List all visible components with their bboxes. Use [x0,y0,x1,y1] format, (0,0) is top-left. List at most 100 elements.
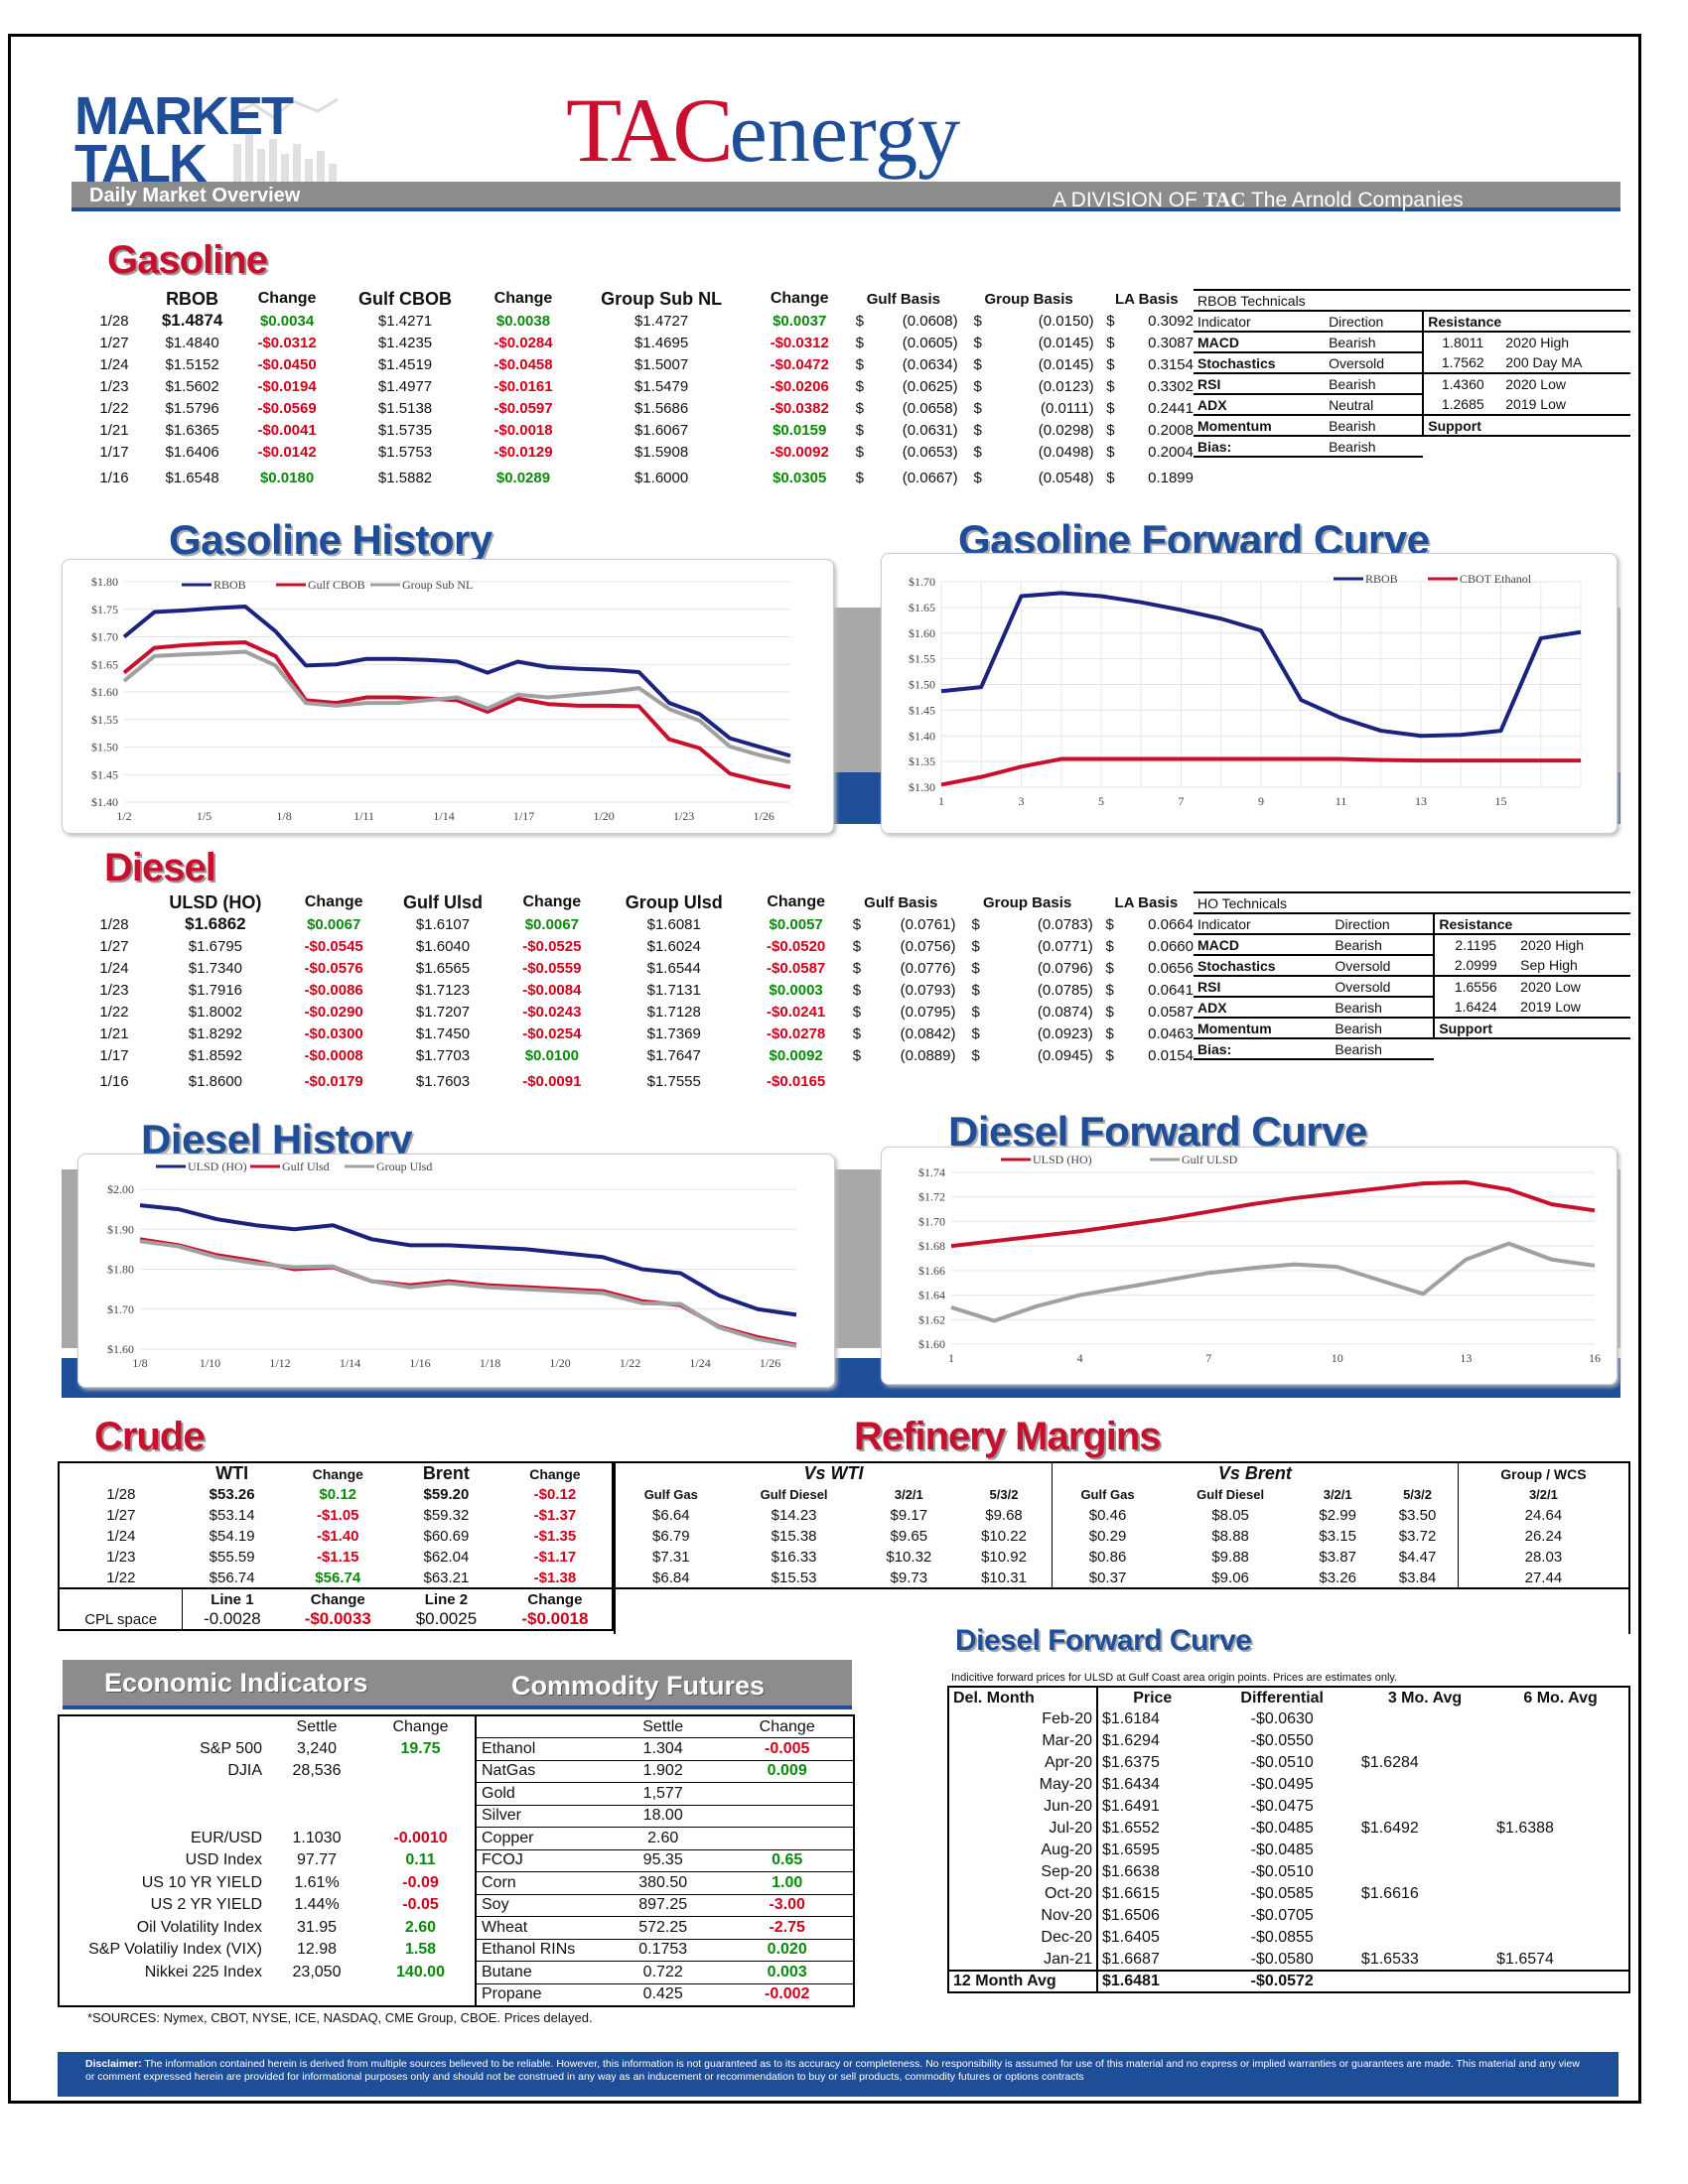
table-cell: Resistance [1433,912,1630,935]
spacer-row [615,1587,1629,1634]
table-cell: -$0.0597 [493,399,553,417]
table-cell: (0.0123) [1038,377,1094,395]
table-row: Feb-20 $1.6184 -$0.0630 [948,1708,1629,1730]
diesel-technicals-table: HO Technicals Indicator Direction Resistanc… [1194,891,1630,1060]
table-cell: $62.04 [423,1549,470,1566]
table-cell: MACD [1194,331,1326,352]
table-cell: $0.12 [319,1486,357,1503]
table-cell: (0.0776) [900,959,956,977]
table-cell: Aug-20 [948,1840,1098,1861]
table-cell: -$0.0241 [767,1003,826,1021]
table-cell: 897.25 [605,1893,722,1917]
table-cell: Copper [475,1827,605,1849]
table-cell: ADX [1194,393,1326,415]
table-cell: 1.61% [294,1873,340,1891]
table-cell: -$1.38 [533,1569,577,1586]
table-cell: -$0.0458 [493,355,553,373]
sources-note: *SOURCES: Nymex, CBOT, NYSE, ICE, NASDAQ… [87,2010,593,2025]
table-cell: 572.25 [605,1916,722,1939]
table-cell: -$0.0278 [767,1024,826,1042]
table-cell: $1.6294 [1102,1732,1160,1749]
table-cell: $1.7123 [415,981,471,999]
table-cell: (0.0785) [1037,981,1093,999]
table-row: Sep-20 $1.6638 -$0.0510 [948,1861,1629,1883]
table-cell: $1.6040 [415,937,471,955]
x-tick-label: 1/2 [116,809,131,823]
legend-label: Group Sub NL [402,578,473,592]
table-cell: -$1.37 [533,1507,577,1524]
table-cell: $1.5908 [633,443,689,461]
dfc-note: Indicitive forward prices for ULSD at Gu… [951,1672,1398,1684]
table-cell: Mar-20 [948,1730,1098,1752]
table-cell: $1.6388 [1496,1820,1554,1837]
energy-word: energy [729,84,961,180]
table-cell: -0.005 [721,1737,854,1760]
table-cell: $16.33 [771,1549,817,1566]
econ-title: Economic Indicators [104,1668,368,1698]
table-cell: $ [1105,915,1114,933]
table-cell: $ [973,469,982,486]
column-header: Change [392,1717,449,1735]
table-cell: 1.1030 [292,1829,342,1846]
table-cell: $3.50 [1377,1505,1459,1526]
table-row: Mar-20 $1.6294 -$0.0550 [948,1730,1629,1752]
page-frame [8,34,1641,2104]
column-header: Group Ulsd [625,891,723,912]
table-cell: $0.0025 [415,1609,478,1628]
table-row: Momentum Bearish Support [1194,1017,1630,1039]
legend-label: Gulf ULSD [1182,1153,1238,1166]
table-cell [1357,1840,1492,1861]
table-row: DJIA 28,536 NatGas 1.902 0.009 [59,1759,854,1783]
table-cell: -$0.0572 [1206,1970,1357,1992]
table-cell: $4.47 [1377,1547,1459,1568]
dfc-table: Del. Month Price Differential 3 Mo. Avg 6 Mo… [947,1686,1630,1993]
table-cell: $1.6107 [415,915,471,933]
table-cell [267,1983,366,2006]
table-row: Bias: Bearish [1194,1037,1630,1060]
column-header: Change [281,1587,395,1609]
y-tick-label: $1.90 [107,1222,134,1236]
x-tick-label: 1/23 [673,809,694,823]
table-cell: $1.5686 [633,399,689,417]
x-tick-label: 3 [1019,794,1025,808]
y-tick-label: $1.55 [91,713,118,727]
y-tick-label: $1.74 [918,1165,945,1179]
table-cell: $9.17 [890,1507,928,1524]
column-header: Change [312,1465,363,1482]
column-header: LA Basis [1115,290,1179,308]
table-row: Propane 0.425 -0.002 [59,1982,854,2006]
vs-brent-header: Vs Brent [1052,1462,1459,1484]
table-cell: -$0.0129 [493,443,553,461]
table-cell: $7.31 [652,1549,690,1566]
table-cell: $1.4519 [377,355,433,373]
table-cell: Corn [475,1871,605,1894]
table-cell: Nov-20 [948,1905,1098,1927]
table-cell: 0.020 [721,1938,854,1962]
table-cell: $ [973,334,982,351]
table-cell: 1/23 [99,377,129,395]
table-cell: USD Index [185,1851,262,1869]
table-cell: -$0.0161 [493,377,553,395]
tac-energy-logo: TACenergy [566,77,960,187]
column-header: Differential [1240,1689,1324,1706]
column-header: Change [767,893,825,910]
x-tick-label: 5 [1098,794,1104,808]
table-cell: -$0.0018 [521,1609,589,1628]
table-cell: $ [971,981,980,999]
column-header: Gulf Basis [864,893,938,911]
table-cell: 1/28 [99,915,129,933]
table-cell: $1.4840 [165,334,219,351]
table-cell: (0.0625) [902,377,958,395]
table-cell [1357,1927,1492,1949]
table-cell [1357,1730,1492,1752]
table-cell: Bearish [1331,1037,1435,1060]
table-cell [475,1715,605,1738]
column-header: Price [1133,1689,1173,1706]
table-row: US 10 YR YIELD 1.61% -0.09 Corn 380.50 1.00 [59,1871,854,1894]
table-cell: Momentum [1194,414,1326,436]
table-cell: Oversold [1331,954,1435,976]
table-cell: Indicator [1197,313,1251,330]
division-label: A DIVISION OF TAC The Arnold Companies [1053,188,1464,211]
table-cell [1492,1883,1629,1905]
table-cell: 1.6424 [1433,997,1517,1019]
